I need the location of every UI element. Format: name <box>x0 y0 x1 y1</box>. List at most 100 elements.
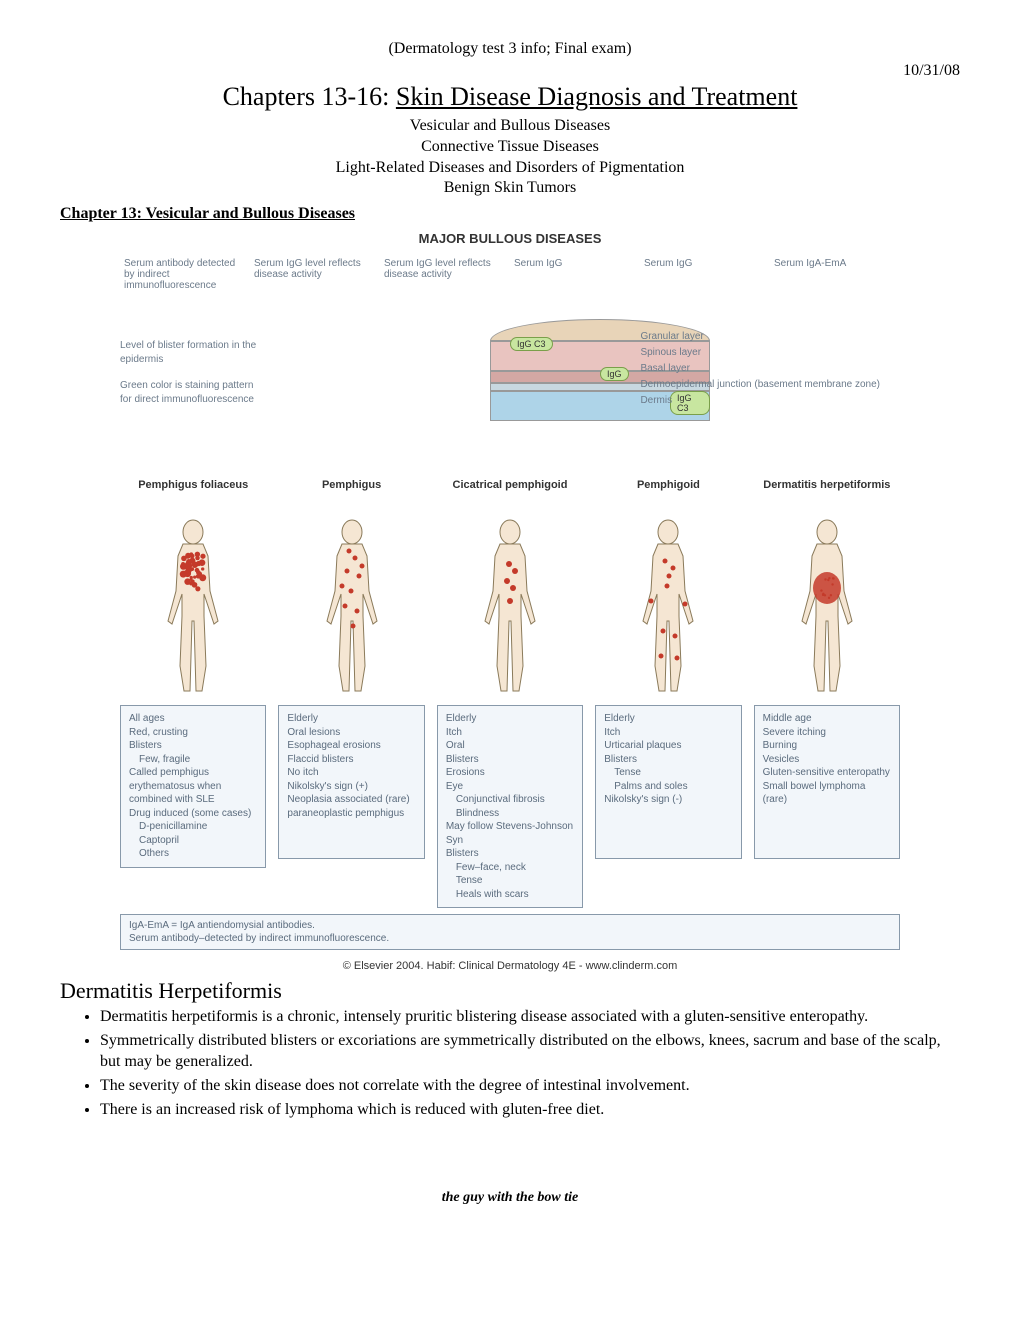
disease-column: Dermatitis herpetiformis Middle ageSever… <box>754 479 900 908</box>
body-figure <box>437 511 583 701</box>
info-line: Blisters <box>446 753 574 767</box>
disease-name: Pemphigoid <box>595 479 741 507</box>
info-line: Heals with scars <box>446 888 574 902</box>
info-box: All agesRed, crustingBlistersFew, fragil… <box>120 705 266 868</box>
section-heading: Dermatitis Herpetiformis <box>60 978 960 1004</box>
info-line: Blisters <box>129 739 257 753</box>
info-line: Blindness <box>446 807 574 821</box>
title-prefix: Chapters 13-16: <box>223 82 396 111</box>
info-line: Gluten-sensitive enteropathy <box>763 766 891 780</box>
disease-name: Dermatitis herpetiformis <box>754 479 900 507</box>
body-figure <box>278 511 424 701</box>
subtitle: Light-Related Diseases and Disorders of … <box>60 158 960 179</box>
info-line: Blisters <box>446 847 574 861</box>
info-box: ElderlyItchUrticarial plaquesBlistersTen… <box>595 705 741 859</box>
layer-label: Dermoepidermal junction (basement membra… <box>640 377 880 393</box>
info-line: Elderly <box>287 712 415 726</box>
info-line: Flaccid blisters <box>287 753 415 767</box>
disease-name: Cicatrical pemphigoid <box>437 479 583 507</box>
subtitle-group: Vesicular and Bullous Diseases Connectiv… <box>60 116 960 199</box>
info-box: Middle ageSevere itchingBurningVesiclesG… <box>754 705 900 859</box>
left-notes: Level of blister formation in the epider… <box>120 299 270 469</box>
layer-label: Dermis <box>640 393 880 409</box>
info-line: Itch <box>604 726 732 740</box>
layer-label: Granular layer <box>640 329 880 345</box>
info-line: Few, fragile <box>129 753 257 767</box>
info-line: Neoplasia associated (rare) paraneoplast… <box>287 793 415 820</box>
info-line: All ages <box>129 712 257 726</box>
info-line: Severe itching <box>763 726 891 740</box>
info-line: Burning <box>763 739 891 753</box>
info-line: Red, crusting <box>129 726 257 740</box>
info-line: Drug induced (some cases) <box>129 807 257 821</box>
info-line: D-penicillamine <box>129 820 257 834</box>
info-line: No itch <box>287 766 415 780</box>
info-line: Captopril <box>129 834 257 848</box>
info-line: May follow Stevens-Johnson Syn <box>446 820 574 847</box>
info-box: ElderlyOral lesionsEsophageal erosionsFl… <box>278 705 424 859</box>
info-line: Called pemphigus erythematosus when comb… <box>129 766 257 807</box>
info-line: Oral <box>446 739 574 753</box>
info-line: Palms and soles <box>604 780 732 794</box>
info-box: ElderlyItchOralBlistersErosionsEyeConjun… <box>437 705 583 908</box>
footnote-line: Serum antibody–detected by indirect immu… <box>129 932 891 945</box>
body-figure <box>595 511 741 701</box>
layer-label: Basal layer <box>640 361 880 377</box>
body-figure <box>120 511 266 701</box>
list-item: There is an increased risk of lymphoma w… <box>100 1099 960 1121</box>
info-line: Urticarial plaques <box>604 739 732 753</box>
subtitle: Connective Tissue Diseases <box>60 137 960 158</box>
subtitle: Vesicular and Bullous Diseases <box>60 116 960 137</box>
antibody-row: Serum antibody detected by indirect immu… <box>120 258 900 291</box>
info-line: Nikolsky's sign (+) <box>287 780 415 794</box>
disease-column: Pemphigoid ElderlyItchUrticarial plaques… <box>595 479 741 908</box>
disease-row: Pemphigus foliaceus All agesRed, crustin… <box>120 479 900 908</box>
antibody-label: Serum IgG <box>640 258 770 291</box>
info-line: Middle age <box>763 712 891 726</box>
page-title: Chapters 13-16: Skin Disease Diagnosis a… <box>60 82 960 112</box>
diagram-title: MAJOR BULLOUS DISEASES <box>120 231 900 246</box>
subtitle: Benign Skin Tumors <box>60 178 960 199</box>
layer-labels: Granular layer Spinous layer Basal layer… <box>640 329 880 409</box>
info-line: Others <box>129 847 257 861</box>
disease-name: Pemphigus foliaceus <box>120 479 266 507</box>
info-line: Itch <box>446 726 574 740</box>
list-item: The severity of the skin disease does no… <box>100 1075 960 1097</box>
info-line: Vesicles <box>763 753 891 767</box>
disease-column: Pemphigus foliaceus All agesRed, crustin… <box>120 479 266 908</box>
footnote-line: IgA-EmA = IgA antiendomysial antibodies. <box>129 919 891 932</box>
date: 10/31/08 <box>60 62 960 80</box>
left-note: Level of blister formation in the epider… <box>120 339 260 367</box>
title-main: Skin Disease Diagnosis and Treatment <box>396 82 798 111</box>
info-line: Conjunctival fibrosis <box>446 793 574 807</box>
layer-label: Spinous layer <box>640 345 880 361</box>
antibody-label: Serum antibody detected by indirect immu… <box>120 258 250 291</box>
footnote-box: IgA-EmA = IgA antiendomysial antibodies.… <box>120 914 900 950</box>
info-line: Esophageal erosions <box>287 739 415 753</box>
info-line: Tense <box>604 766 732 780</box>
disease-column: Pemphigus ElderlyOral lesionsEsophageal … <box>278 479 424 908</box>
content-list: Dermatitis herpetiformis is a chronic, i… <box>100 1006 960 1120</box>
info-line: Blisters <box>604 753 732 767</box>
header-top: (Dermatology test 3 info; Final exam) <box>60 40 960 58</box>
disease-column: Cicatrical pemphigoid ElderlyItchOralBli… <box>437 479 583 908</box>
diagram-container: MAJOR BULLOUS DISEASES Serum antibody de… <box>120 231 900 972</box>
info-line: Oral lesions <box>287 726 415 740</box>
info-line: Tense <box>446 874 574 888</box>
antibody-label: Serum IgA-EmA <box>770 258 900 291</box>
antibody-label: Serum IgG level reflects disease activit… <box>380 258 510 291</box>
info-line: Few–face, neck <box>446 861 574 875</box>
skin-cross-section: IgG C3 IgG IgG C3 Granular layer Spinous… <box>390 299 880 459</box>
list-item: Dermatitis herpetiformis is a chronic, i… <box>100 1006 960 1028</box>
info-line: Erosions <box>446 766 574 780</box>
antibody-label: Serum IgG level reflects disease activit… <box>250 258 380 291</box>
left-note: Green color is staining pattern for dire… <box>120 379 260 407</box>
antibody-label: Serum IgG <box>510 258 640 291</box>
info-line: Elderly <box>604 712 732 726</box>
copyright: © Elsevier 2004. Habif: Clinical Dermato… <box>120 960 900 972</box>
disease-name: Pemphigus <box>278 479 424 507</box>
info-line: Small bowel lymphoma (rare) <box>763 780 891 807</box>
info-line: Eye <box>446 780 574 794</box>
chapter-heading: Chapter 13: Vesicular and Bullous Diseas… <box>60 205 960 223</box>
footer: the guy with the bow tie <box>60 1190 960 1206</box>
